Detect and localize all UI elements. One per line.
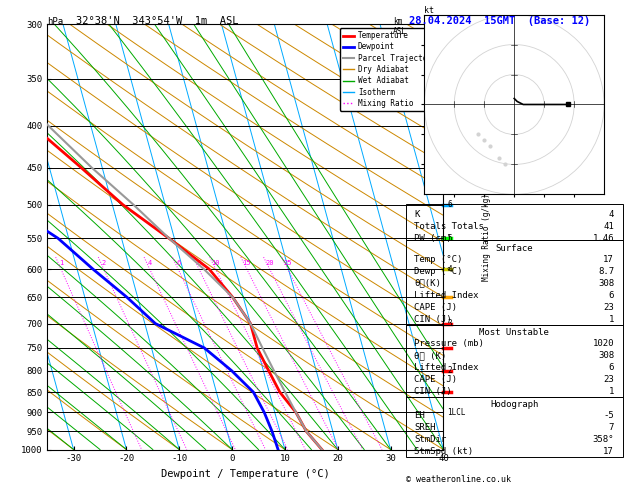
Text: 25: 25 (284, 260, 292, 266)
Text: 1: 1 (609, 315, 614, 324)
Text: -5: -5 (603, 411, 614, 420)
Text: 10: 10 (211, 260, 220, 266)
Text: K: K (415, 210, 420, 219)
Legend: Temperature, Dewpoint, Parcel Trajectory, Dry Adiabat, Wet Adiabat, Isotherm, Mi: Temperature, Dewpoint, Parcel Trajectory… (340, 28, 440, 111)
Text: 308: 308 (598, 279, 614, 288)
Text: 8: 8 (448, 20, 452, 29)
Text: 4: 4 (609, 210, 614, 219)
Text: km
ASL: km ASL (393, 17, 407, 36)
Bar (406, 240, 623, 325)
Text: Dewp (°C): Dewp (°C) (415, 267, 463, 276)
Text: 4: 4 (448, 264, 452, 274)
Text: 1020: 1020 (593, 339, 614, 348)
Text: 17: 17 (603, 448, 614, 456)
Text: 4: 4 (148, 260, 152, 266)
Text: 41: 41 (603, 222, 614, 231)
Text: 6: 6 (176, 260, 181, 266)
Text: CAPE (J): CAPE (J) (415, 375, 457, 384)
Text: 8.7: 8.7 (598, 267, 614, 276)
Text: Pressure (mb): Pressure (mb) (415, 339, 484, 348)
Text: 1: 1 (609, 387, 614, 396)
Text: StmDir: StmDir (415, 435, 447, 444)
Text: 5: 5 (448, 234, 452, 243)
Text: 28.04.2024  15GMT  (Base: 12): 28.04.2024 15GMT (Base: 12) (409, 16, 590, 26)
Text: 15: 15 (243, 260, 251, 266)
Text: 8: 8 (197, 260, 201, 266)
Text: Totals Totals: Totals Totals (415, 222, 484, 231)
Text: 17: 17 (603, 255, 614, 264)
Text: 1: 1 (59, 260, 63, 266)
Text: Lifted Index: Lifted Index (415, 291, 479, 300)
Text: StmSpd (kt): StmSpd (kt) (415, 448, 474, 456)
Text: Lifted Index: Lifted Index (415, 363, 479, 372)
Text: Most Unstable: Most Unstable (479, 328, 549, 337)
Text: SREH: SREH (415, 423, 436, 433)
Text: 20: 20 (265, 260, 274, 266)
Text: θᴇ (K): θᴇ (K) (415, 351, 447, 360)
Text: 358°: 358° (593, 435, 614, 444)
Text: CAPE (J): CAPE (J) (415, 303, 457, 312)
Bar (406, 397, 623, 457)
Text: Hodograph: Hodograph (490, 400, 538, 409)
Text: 3: 3 (448, 319, 452, 328)
Text: 2: 2 (448, 366, 452, 375)
Bar (406, 325, 623, 397)
Text: 6: 6 (609, 363, 614, 372)
Text: 2: 2 (102, 260, 106, 266)
Bar (406, 204, 623, 240)
Text: Temp (°C): Temp (°C) (415, 255, 463, 264)
Text: 6: 6 (448, 200, 452, 209)
Text: © weatheronline.co.uk: © weatheronline.co.uk (406, 474, 511, 484)
Text: 6: 6 (609, 291, 614, 300)
Text: Surface: Surface (496, 244, 533, 253)
X-axis label: Dewpoint / Temperature (°C): Dewpoint / Temperature (°C) (161, 469, 330, 479)
Text: Mixing Ratio (g/kg): Mixing Ratio (g/kg) (482, 193, 491, 281)
Text: 7: 7 (609, 423, 614, 433)
Text: 1.46: 1.46 (593, 234, 614, 243)
Text: 32°38'N  343°54'W  1m  ASL: 32°38'N 343°54'W 1m ASL (76, 16, 238, 26)
Text: kt: kt (425, 5, 434, 15)
Text: EH: EH (415, 411, 425, 420)
Text: 7: 7 (448, 122, 452, 130)
Text: CIN (J): CIN (J) (415, 387, 452, 396)
Text: 23: 23 (603, 375, 614, 384)
Text: 308: 308 (598, 351, 614, 360)
Text: PW (cm): PW (cm) (415, 234, 452, 243)
Text: hPa: hPa (47, 17, 64, 26)
Text: 23: 23 (603, 303, 614, 312)
Text: 1LCL: 1LCL (448, 408, 466, 417)
Text: CIN (J): CIN (J) (415, 315, 452, 324)
Text: θᴇ(K): θᴇ(K) (415, 279, 442, 288)
